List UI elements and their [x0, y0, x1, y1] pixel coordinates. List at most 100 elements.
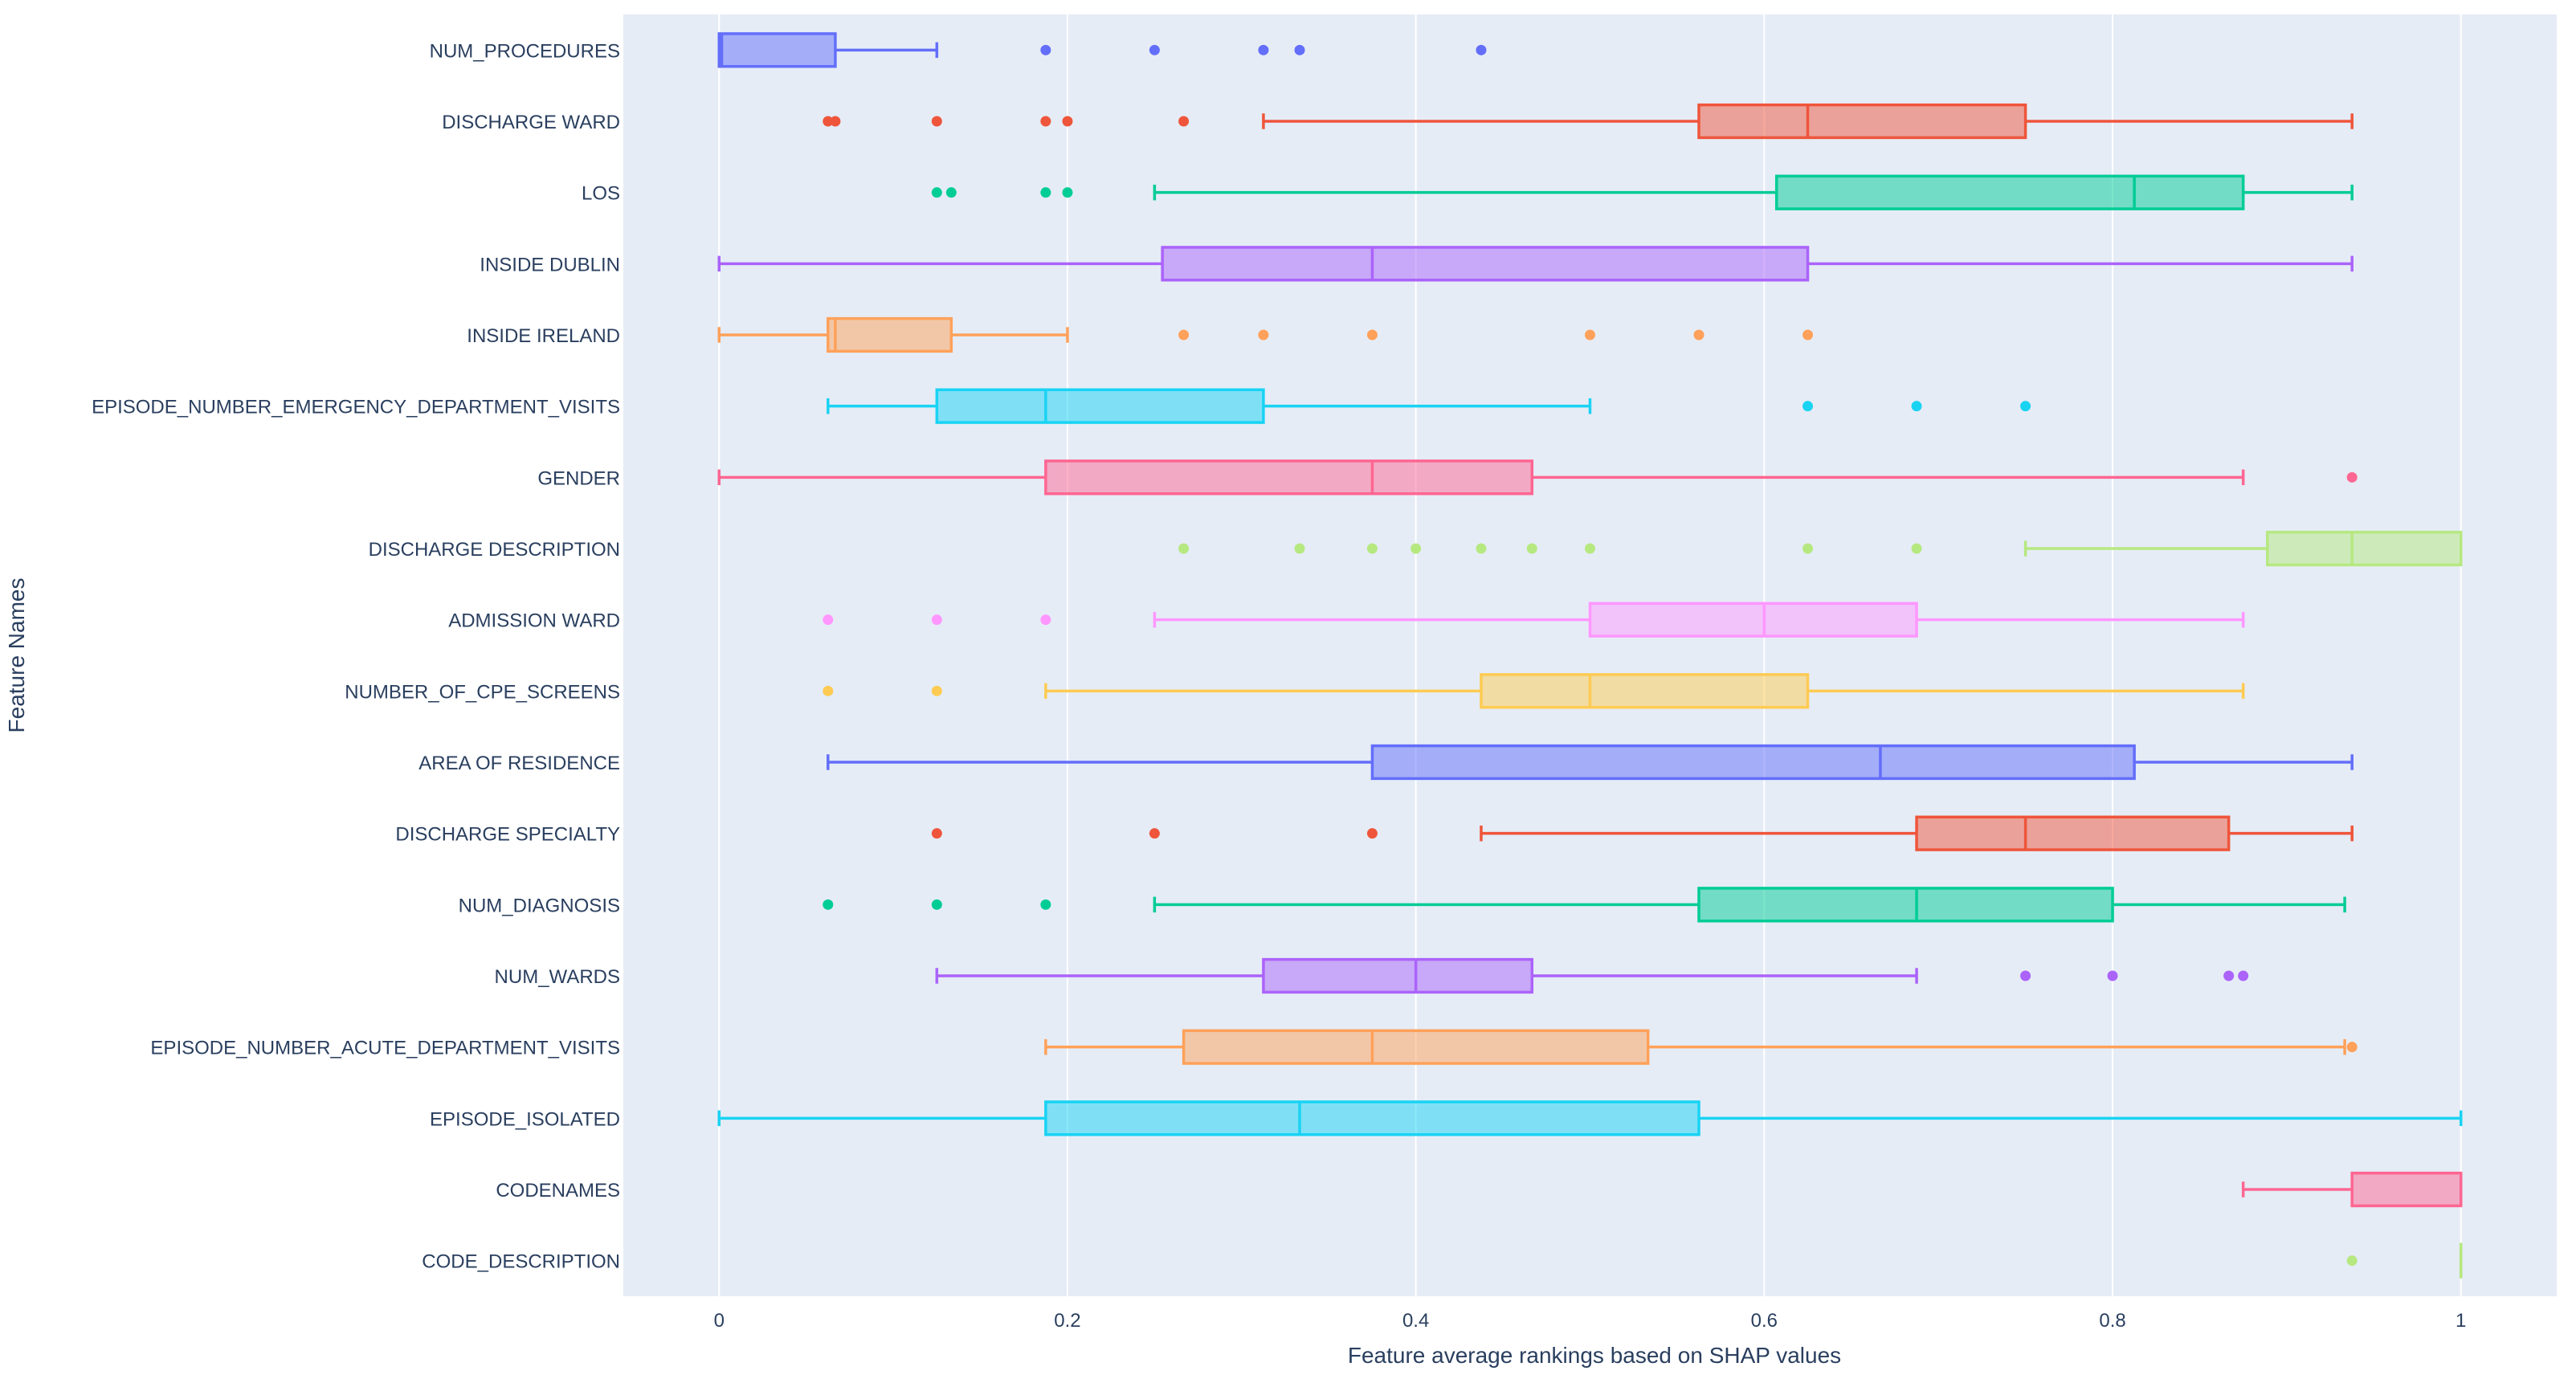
- box-iqr: [1697, 103, 2027, 140]
- box-iqr: [1370, 744, 2136, 781]
- box-series-item: [931, 174, 2354, 210]
- box-series: [717, 32, 2463, 1279]
- y-category-label: NUM_WARDS: [495, 966, 620, 988]
- y-axis-title: Feature Names: [4, 578, 29, 733]
- box-iqr: [717, 32, 837, 68]
- outlier-point: [1366, 828, 1378, 839]
- outlier-point: [2107, 970, 2118, 981]
- outlier-point: [1802, 543, 1814, 554]
- box-iqr: [935, 388, 1265, 424]
- y-category-label: NUMBER_OF_CPE_SCREENS: [345, 681, 620, 703]
- outlier-point: [1476, 543, 1487, 554]
- box-series-item: [823, 887, 2346, 923]
- outlier-point: [1040, 614, 1051, 626]
- box-series-item: [823, 673, 2245, 709]
- box-iqr: [1915, 815, 2231, 851]
- outlier-point: [931, 685, 942, 696]
- box-series-item: [935, 957, 2249, 994]
- outlier-point: [1062, 116, 1073, 127]
- x-tick-label: 0.8: [2099, 1310, 2125, 1332]
- outlier-point: [1802, 329, 1814, 341]
- outlier-point: [1178, 543, 1190, 554]
- outlier-point: [823, 685, 834, 696]
- outlier-point: [1178, 329, 1190, 341]
- box-series-item: [2241, 1171, 2463, 1208]
- box-series-item: [717, 316, 1814, 353]
- outlier-point: [945, 187, 957, 198]
- x-tick-label: 0: [714, 1310, 725, 1332]
- box-series-item: [717, 32, 1487, 68]
- box-iqr: [1262, 957, 1534, 994]
- outlier-point: [931, 116, 942, 127]
- y-category-label: CODE_DESCRIPTION: [422, 1251, 620, 1273]
- box-iqr: [1044, 1100, 1700, 1136]
- outlier-point: [1802, 401, 1814, 412]
- box-iqr: [1182, 1029, 1650, 1065]
- outlier-point: [1040, 899, 1051, 910]
- box-series-item: [1044, 1029, 2358, 1065]
- outlier-point: [823, 116, 834, 127]
- outlier-point: [931, 828, 942, 839]
- outlier-point: [2346, 471, 2358, 483]
- outlier-point: [1366, 543, 1378, 554]
- outlier-point: [1149, 828, 1160, 839]
- y-category-label: ADMISSION WARD: [448, 610, 620, 632]
- box-series-item: [717, 246, 2354, 282]
- box-iqr: [2266, 530, 2463, 567]
- box-iqr: [1588, 602, 1918, 638]
- outlier-point: [2020, 970, 2031, 981]
- box-series-item: [931, 815, 2354, 851]
- outlier-point: [1062, 187, 1073, 198]
- outlier-point: [2346, 1255, 2358, 1267]
- x-axis-ticks: 0 0.2 0.4 0.6 0.8 1: [714, 1310, 2467, 1332]
- outlier-point: [2223, 970, 2235, 981]
- y-category-label: DISCHARGE SPECIALTY: [395, 824, 620, 846]
- y-category-label: DISCHARGE WARD: [442, 112, 620, 133]
- y-category-label: EPISODE_ISOLATED: [430, 1108, 620, 1130]
- outlier-point: [1258, 44, 1269, 55]
- box-series-item: [827, 388, 2031, 424]
- outlier-point: [1149, 44, 1160, 55]
- box-series-item: [823, 103, 2354, 140]
- outlier-point: [1476, 44, 1487, 55]
- outlier-point: [2346, 1042, 2358, 1053]
- box-iqr: [1161, 246, 1810, 282]
- box-iqr: [1697, 887, 2114, 923]
- outlier-point: [1526, 543, 1537, 554]
- outlier-point: [931, 614, 942, 626]
- x-tick-label: 0.4: [1402, 1310, 1429, 1332]
- outlier-point: [823, 614, 834, 626]
- y-category-label: AREA OF RESIDENCE: [418, 753, 620, 774]
- plot-background: [623, 14, 2557, 1296]
- outlier-point: [1040, 44, 1051, 55]
- y-category-label: DISCHARGE DESCRIPTION: [369, 539, 620, 561]
- outlier-point: [2238, 970, 2249, 981]
- y-category-label: CODENAMES: [496, 1180, 620, 1202]
- y-category-label: EPISODE_NUMBER_ACUTE_DEPARTMENT_VISITS: [150, 1038, 620, 1059]
- x-axis-title: Feature average rankings based on SHAP v…: [1348, 1343, 1841, 1368]
- y-category-label: INSIDE DUBLIN: [480, 254, 620, 275]
- y-axis-category-labels: NUM_PROCEDURES DISCHARGE WARD LOS INSIDE DU…: [92, 40, 620, 1272]
- outlier-point: [1366, 329, 1378, 341]
- outlier-point: [823, 899, 834, 910]
- box-series-item: [2346, 1242, 2463, 1279]
- box-series-item: [717, 459, 2358, 496]
- x-tick-label: 0.2: [1054, 1310, 1080, 1332]
- box-series-item: [823, 602, 2245, 638]
- box-series-item: [717, 1100, 2463, 1136]
- outlier-point: [1693, 329, 1704, 341]
- y-category-label: GENDER: [537, 467, 620, 489]
- outlier-point: [1040, 187, 1051, 198]
- x-tick-label: 0.6: [1751, 1310, 1778, 1332]
- outlier-point: [1911, 543, 1922, 554]
- outlier-point: [2020, 401, 2031, 412]
- outlier-point: [1178, 116, 1190, 127]
- outlier-point: [1294, 543, 1305, 554]
- outlier-point: [1585, 543, 1595, 554]
- outlier-point: [1294, 44, 1305, 55]
- outlier-point: [1258, 329, 1269, 341]
- gridlines: [718, 14, 2462, 1296]
- outlier-point: [1410, 543, 1422, 554]
- outlier-point: [830, 116, 841, 127]
